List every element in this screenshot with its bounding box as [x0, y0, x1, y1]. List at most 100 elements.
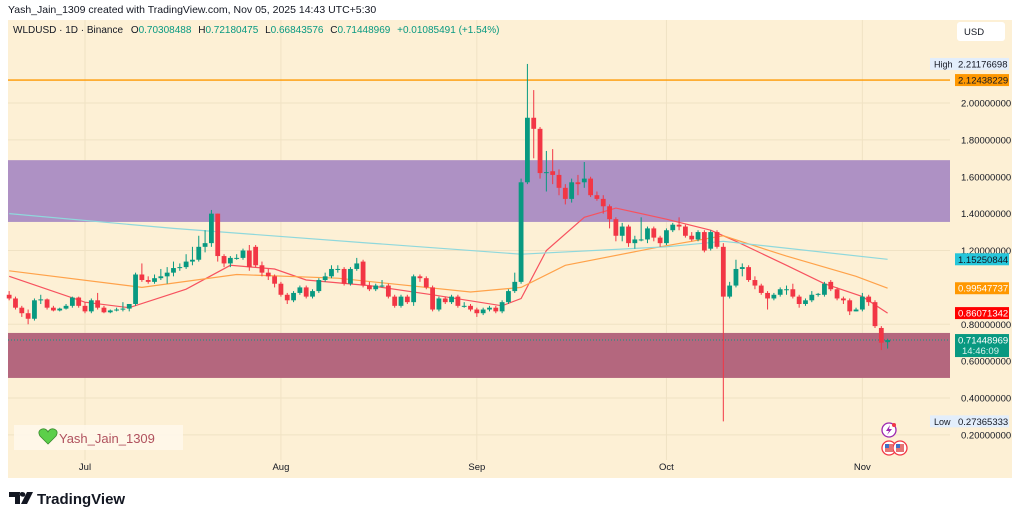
- low-value: 0.66843576: [271, 25, 324, 36]
- candle-body: [430, 287, 435, 310]
- candle: [714, 230, 720, 249]
- candle-body: [442, 298, 448, 303]
- candle: [423, 276, 429, 290]
- candle: [209, 209, 214, 247]
- candle-body: [95, 300, 101, 308]
- candles: [6, 63, 891, 422]
- candle-body: [246, 250, 252, 268]
- candle: [752, 276, 758, 290]
- candle: [430, 285, 435, 312]
- candle-body: [265, 272, 271, 277]
- candle-body: [600, 198, 606, 207]
- candle-body: [215, 213, 221, 257]
- candle: [449, 294, 454, 304]
- candle: [44, 298, 50, 310]
- candle: [771, 292, 777, 301]
- candle-body: [525, 117, 530, 183]
- candle-body: [512, 281, 518, 292]
- candle-body: [19, 307, 25, 314]
- candle-body: [310, 291, 315, 297]
- credit-text: Yash_Jain_1309 created with TradingView.…: [8, 4, 376, 16]
- candle-body: [76, 297, 82, 306]
- candle-body: [335, 268, 341, 270]
- hline-price-label: 2.12438229: [958, 76, 1008, 87]
- candle: [221, 254, 227, 268]
- candle: [190, 246, 195, 266]
- candle: [297, 285, 303, 295]
- close-label: C: [330, 25, 337, 36]
- candle: [265, 268, 271, 281]
- candle: [278, 281, 284, 297]
- candle: [803, 298, 808, 306]
- change-value: +0.01085491 (+1.54%): [397, 25, 499, 36]
- candle: [727, 281, 733, 299]
- candle-body: [240, 250, 246, 258]
- candle-body: [733, 268, 739, 286]
- candle-body: [701, 232, 707, 251]
- candle: [329, 265, 334, 279]
- candle: [619, 222, 625, 242]
- event-icons[interactable]: [881, 422, 908, 456]
- candle: [872, 300, 878, 328]
- candle-body: [171, 268, 176, 273]
- high-tag-background: [930, 57, 955, 70]
- candle-body: [411, 276, 417, 303]
- price-tick-label: 1.80000000: [961, 135, 1011, 146]
- candle-body: [828, 281, 834, 290]
- notification-dot-icon: [892, 423, 896, 427]
- candle: [461, 302, 467, 308]
- hline-price-label-background: [955, 74, 1009, 87]
- candle: [455, 294, 461, 308]
- candle: [613, 217, 619, 242]
- candle: [101, 305, 107, 314]
- candle: [38, 294, 44, 304]
- candle: [866, 294, 872, 306]
- candle-body: [379, 285, 385, 287]
- candle-body: [777, 289, 783, 295]
- candle-body: [752, 280, 758, 286]
- candle: [796, 294, 802, 308]
- candle: [784, 285, 789, 295]
- candle-body: [253, 246, 259, 266]
- candle-body: [436, 298, 442, 310]
- green-heart-icon: [38, 428, 58, 445]
- candle-body: [177, 267, 183, 269]
- low-price-label-background: [955, 415, 1009, 428]
- candle: [354, 257, 360, 271]
- candle: [88, 298, 94, 314]
- candle-body: [348, 268, 353, 284]
- ohlc-legend: WLDUSD · 1D · Binance O0.70308488 H0.721…: [13, 25, 499, 36]
- candle: [411, 274, 417, 306]
- tradingview-logo[interactable]: TradingView: [9, 491, 125, 508]
- candle-body: [13, 298, 18, 308]
- candle: [164, 267, 170, 284]
- time-axis[interactable]: Jul Aug Sep Oct Nov: [79, 462, 871, 473]
- candle-body: [518, 182, 524, 282]
- candle: [518, 178, 524, 284]
- candle: [790, 283, 796, 299]
- candle-body: [626, 226, 631, 244]
- candle-body: [322, 276, 328, 281]
- candle: [442, 296, 448, 304]
- candle-body: [632, 239, 638, 244]
- candle-body: [183, 261, 189, 268]
- candle-body: [367, 285, 372, 290]
- candle: [133, 272, 138, 306]
- price-axis[interactable]: 2.00000000 1.80000000 1.60000000 1.40000000…: [961, 99, 1011, 442]
- high-value: 0.72180475: [205, 25, 258, 36]
- candle: [878, 326, 884, 351]
- currency-button[interactable]: USD: [957, 22, 1005, 41]
- candle: [196, 235, 202, 262]
- watermark-text: Yash_Jain_1309: [59, 431, 155, 446]
- candle-body: [613, 219, 619, 236]
- candle-body: [316, 280, 322, 292]
- candle-body: [455, 296, 461, 306]
- open-label: O: [131, 25, 139, 36]
- candle: [600, 195, 606, 214]
- candle: [316, 278, 322, 293]
- candle-body: [531, 117, 537, 129]
- candle-body: [543, 172, 549, 174]
- candle: [240, 248, 246, 260]
- high-price-label: 2.21176698: [958, 59, 1008, 70]
